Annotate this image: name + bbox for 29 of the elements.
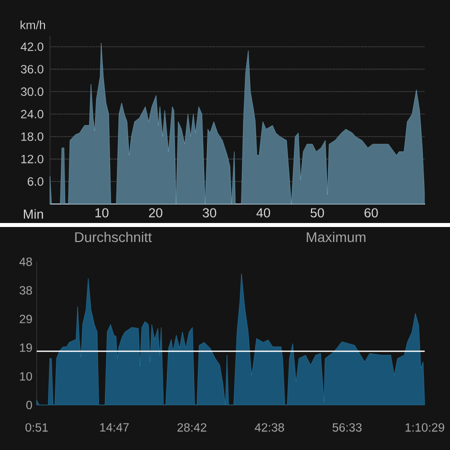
y-tick-label: 6.0 bbox=[28, 177, 44, 186]
y-tick-label: 29 bbox=[20, 314, 32, 324]
y-tick-label: 18.0 bbox=[21, 132, 44, 141]
y-tick-label: 19 bbox=[20, 343, 32, 352]
y-tick-label: 10 bbox=[20, 372, 32, 381]
text: Durchschnitt bbox=[75, 232, 152, 242]
y-tick-label: 48 bbox=[19, 257, 32, 266]
x-tick-label: 10 bbox=[95, 208, 108, 218]
x-tick-label: 56:33 bbox=[332, 423, 362, 432]
y-tick-label: 38 bbox=[20, 286, 32, 295]
x-tick-label: 60 bbox=[364, 208, 378, 218]
x-tick-label: 50 bbox=[310, 208, 324, 218]
y-axis-title: km/h bbox=[20, 20, 46, 30]
x-tick-label: 0:51 bbox=[25, 423, 48, 432]
y-tick-label: 36.0 bbox=[20, 64, 44, 74]
text: Maximum bbox=[306, 232, 366, 242]
y-tick-label: 0 bbox=[26, 400, 32, 410]
x-tick-label: 20 bbox=[149, 208, 162, 218]
y-tick-label: 12.0 bbox=[21, 154, 44, 164]
x-tick-label: 30 bbox=[202, 208, 216, 218]
x-tick-label: 40 bbox=[256, 208, 270, 218]
x-tick-label: 1:10:29 bbox=[406, 423, 444, 432]
x-tick-label: 28:42 bbox=[177, 423, 206, 432]
y-tick-label: 30.0 bbox=[20, 87, 44, 96]
y-tick-label: 42.0 bbox=[20, 42, 44, 51]
x-tick-label: 14:47 bbox=[100, 423, 129, 432]
y-tick-label: 24.0 bbox=[21, 110, 44, 118]
x-axis-title: Min bbox=[24, 209, 43, 219]
x-tick-label: 42:38 bbox=[254, 423, 284, 432]
